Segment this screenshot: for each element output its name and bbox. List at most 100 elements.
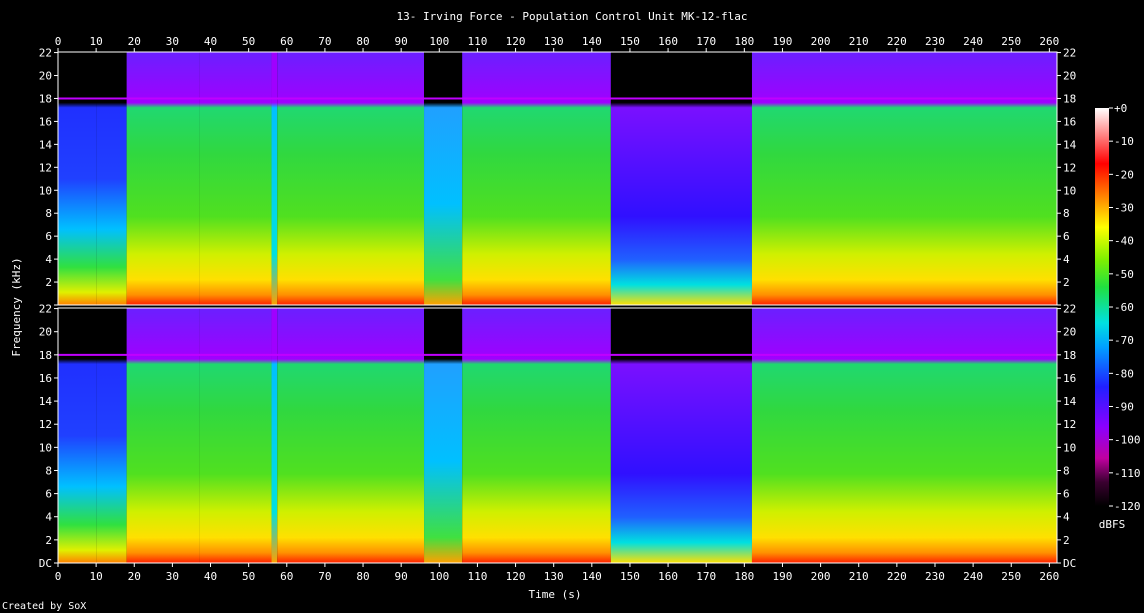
x-tick-label-bottom-25: 250 — [1001, 570, 1021, 583]
x-tick-label-top-9: 90 — [395, 35, 408, 48]
colorbar-tick-label-4: -40 — [1114, 235, 1134, 248]
y-tick-label-right-ch2-4: 8 — [1063, 464, 1070, 477]
x-tick-label-top-18: 180 — [734, 35, 754, 48]
colorbar-tick-label-3: -30 — [1114, 202, 1134, 215]
x-tick-label-top-15: 150 — [620, 35, 640, 48]
footer-credit: Created by SoX — [2, 601, 86, 612]
x-tick-label-top-4: 40 — [204, 35, 217, 48]
colorbar-gradient — [1095, 108, 1109, 506]
x-tick-label-bottom-11: 110 — [467, 570, 487, 583]
segment-6-ch1 — [424, 52, 463, 305]
segment-1-ch2 — [96, 308, 127, 563]
x-tick-label-bottom-5: 50 — [242, 570, 255, 583]
x-tick-label-top-7: 70 — [318, 35, 331, 48]
segment-8-ch1 — [610, 52, 752, 305]
x-tick-label-top-25: 250 — [1001, 35, 1021, 48]
y-tick-label-right-ch2-5: 10 — [1063, 441, 1076, 454]
segment-9-ch2 — [751, 308, 1057, 563]
colorbar-tick-label-12: -120 — [1114, 500, 1141, 513]
y-tick-label-right-ch1-9: 18 — [1063, 92, 1076, 105]
channel-1-panel — [57, 51, 1058, 306]
x-tick-label-bottom-10: 100 — [429, 570, 449, 583]
x-tick-label-bottom-8: 80 — [356, 570, 369, 583]
y-tick-label-right-ch2-9: 18 — [1063, 349, 1076, 362]
x-tick-label-bottom-4: 40 — [204, 570, 217, 583]
x-tick-label-top-20: 200 — [811, 35, 831, 48]
x-tick-label-top-3: 30 — [166, 35, 179, 48]
x-tick-label-top-21: 210 — [849, 35, 869, 48]
segment-2-ch1 — [126, 52, 200, 305]
y-tick-label-right-ch2-3: 6 — [1063, 488, 1070, 501]
y-tick-label-right-ch1-3: 6 — [1063, 230, 1070, 243]
y-tick-label-left-ch2-11: 22 — [39, 303, 52, 316]
segment-5-ch2 — [277, 308, 425, 563]
x-tick-label-bottom-24: 240 — [963, 570, 983, 583]
y-tick-label-right-ch1-6: 12 — [1063, 161, 1076, 174]
x-tick-label-bottom-1: 10 — [90, 570, 103, 583]
x-tick-label-bottom-13: 130 — [544, 570, 564, 583]
segment-4-ch1 — [271, 52, 278, 305]
y-tick-label-left-ch1-8: 16 — [39, 115, 52, 128]
x-tick-label-bottom-19: 190 — [773, 570, 793, 583]
x-tick-label-bottom-2: 20 — [128, 570, 141, 583]
colorbar-tick-label-9: -90 — [1114, 401, 1134, 414]
y-tick-label-left-ch2-10: 20 — [39, 326, 52, 339]
channel-2-panel — [57, 307, 1058, 564]
y-tick-label-right-ch2-0: DC — [1063, 557, 1076, 570]
x-axis-bottom: 0 10 20 30 40 50 60 70 80 90 100 110 120 130 140 150 160… — [55, 563, 1059, 583]
y-tick-label-left-ch2-2: 4 — [45, 511, 52, 524]
x-axis-label: Time (s) — [529, 588, 582, 601]
panel-frame-ch1 — [57, 51, 1058, 306]
x-tick-label-bottom-22: 220 — [887, 570, 907, 583]
y-tick-label-left-ch2-6: 12 — [39, 418, 52, 431]
segment-0-ch2 — [58, 308, 97, 563]
segment-1-ch1 — [96, 52, 127, 305]
x-tick-label-bottom-14: 140 — [582, 570, 602, 583]
colorbar-tick-label-0: +0 — [1114, 102, 1127, 115]
x-tick-label-bottom-7: 70 — [318, 570, 331, 583]
y-tick-label-right-ch2-1: 2 — [1063, 534, 1070, 547]
colorbar-label: dBFS — [1099, 518, 1126, 531]
segment-5-ch1 — [277, 52, 425, 305]
y-tick-label-left-ch2-3: 6 — [45, 488, 52, 501]
y-tick-label-left-ch2-9: 18 — [39, 349, 52, 362]
segment-0-ch1 — [58, 52, 97, 305]
y-tick-label-left-ch1-4: 8 — [45, 207, 52, 220]
x-tick-label-bottom-23: 230 — [925, 570, 945, 583]
x-tick-label-bottom-16: 160 — [658, 570, 678, 583]
x-tick-label-top-10: 100 — [429, 35, 449, 48]
x-tick-label-top-24: 240 — [963, 35, 983, 48]
y-tick-label-right-ch1-1: 2 — [1063, 276, 1070, 289]
segment-2-ch2 — [126, 308, 200, 563]
segment-4-ch2 — [271, 308, 278, 563]
x-tick-label-bottom-17: 170 — [696, 570, 716, 583]
y-tick-label-left-ch1-10: 20 — [39, 70, 52, 83]
x-tick-label-bottom-18: 180 — [734, 570, 754, 583]
x-tick-label-top-5: 50 — [242, 35, 255, 48]
y-tick-label-left-ch1-2: 4 — [45, 253, 52, 266]
y-tick-label-left-ch1-3: 6 — [45, 230, 52, 243]
y-axis-label: Frequency (kHz) — [10, 257, 23, 356]
y-tick-label-right-ch2-8: 16 — [1063, 372, 1076, 385]
y-tick-label-right-ch1-7: 14 — [1063, 138, 1077, 151]
x-tick-label-bottom-12: 120 — [506, 570, 526, 583]
x-tick-label-top-19: 190 — [773, 35, 793, 48]
colorbar-tick-label-2: -20 — [1114, 168, 1134, 181]
x-tick-label-bottom-6: 60 — [280, 570, 293, 583]
panel-frame-ch2 — [57, 307, 1058, 564]
x-tick-label-top-12: 120 — [506, 35, 526, 48]
y-tick-label-left-ch1-7: 14 — [39, 138, 53, 151]
y-tick-label-right-ch1-8: 16 — [1063, 115, 1076, 128]
colorbar-tick-label-11: -110 — [1114, 467, 1141, 480]
x-tick-label-top-26: 260 — [1039, 35, 1059, 48]
segment-9-ch1 — [751, 52, 1057, 305]
x-tick-label-top-1: 10 — [90, 35, 103, 48]
y-tick-label-right-ch2-7: 14 — [1063, 395, 1077, 408]
y-tick-label-right-ch1-2: 4 — [1063, 253, 1070, 266]
y-tick-label-right-ch2-6: 12 — [1063, 418, 1076, 431]
y-tick-label-left-ch1-11: 22 — [39, 47, 52, 60]
x-tick-label-top-13: 130 — [544, 35, 564, 48]
y-tick-label-right-ch1-11: 22 — [1063, 47, 1076, 60]
